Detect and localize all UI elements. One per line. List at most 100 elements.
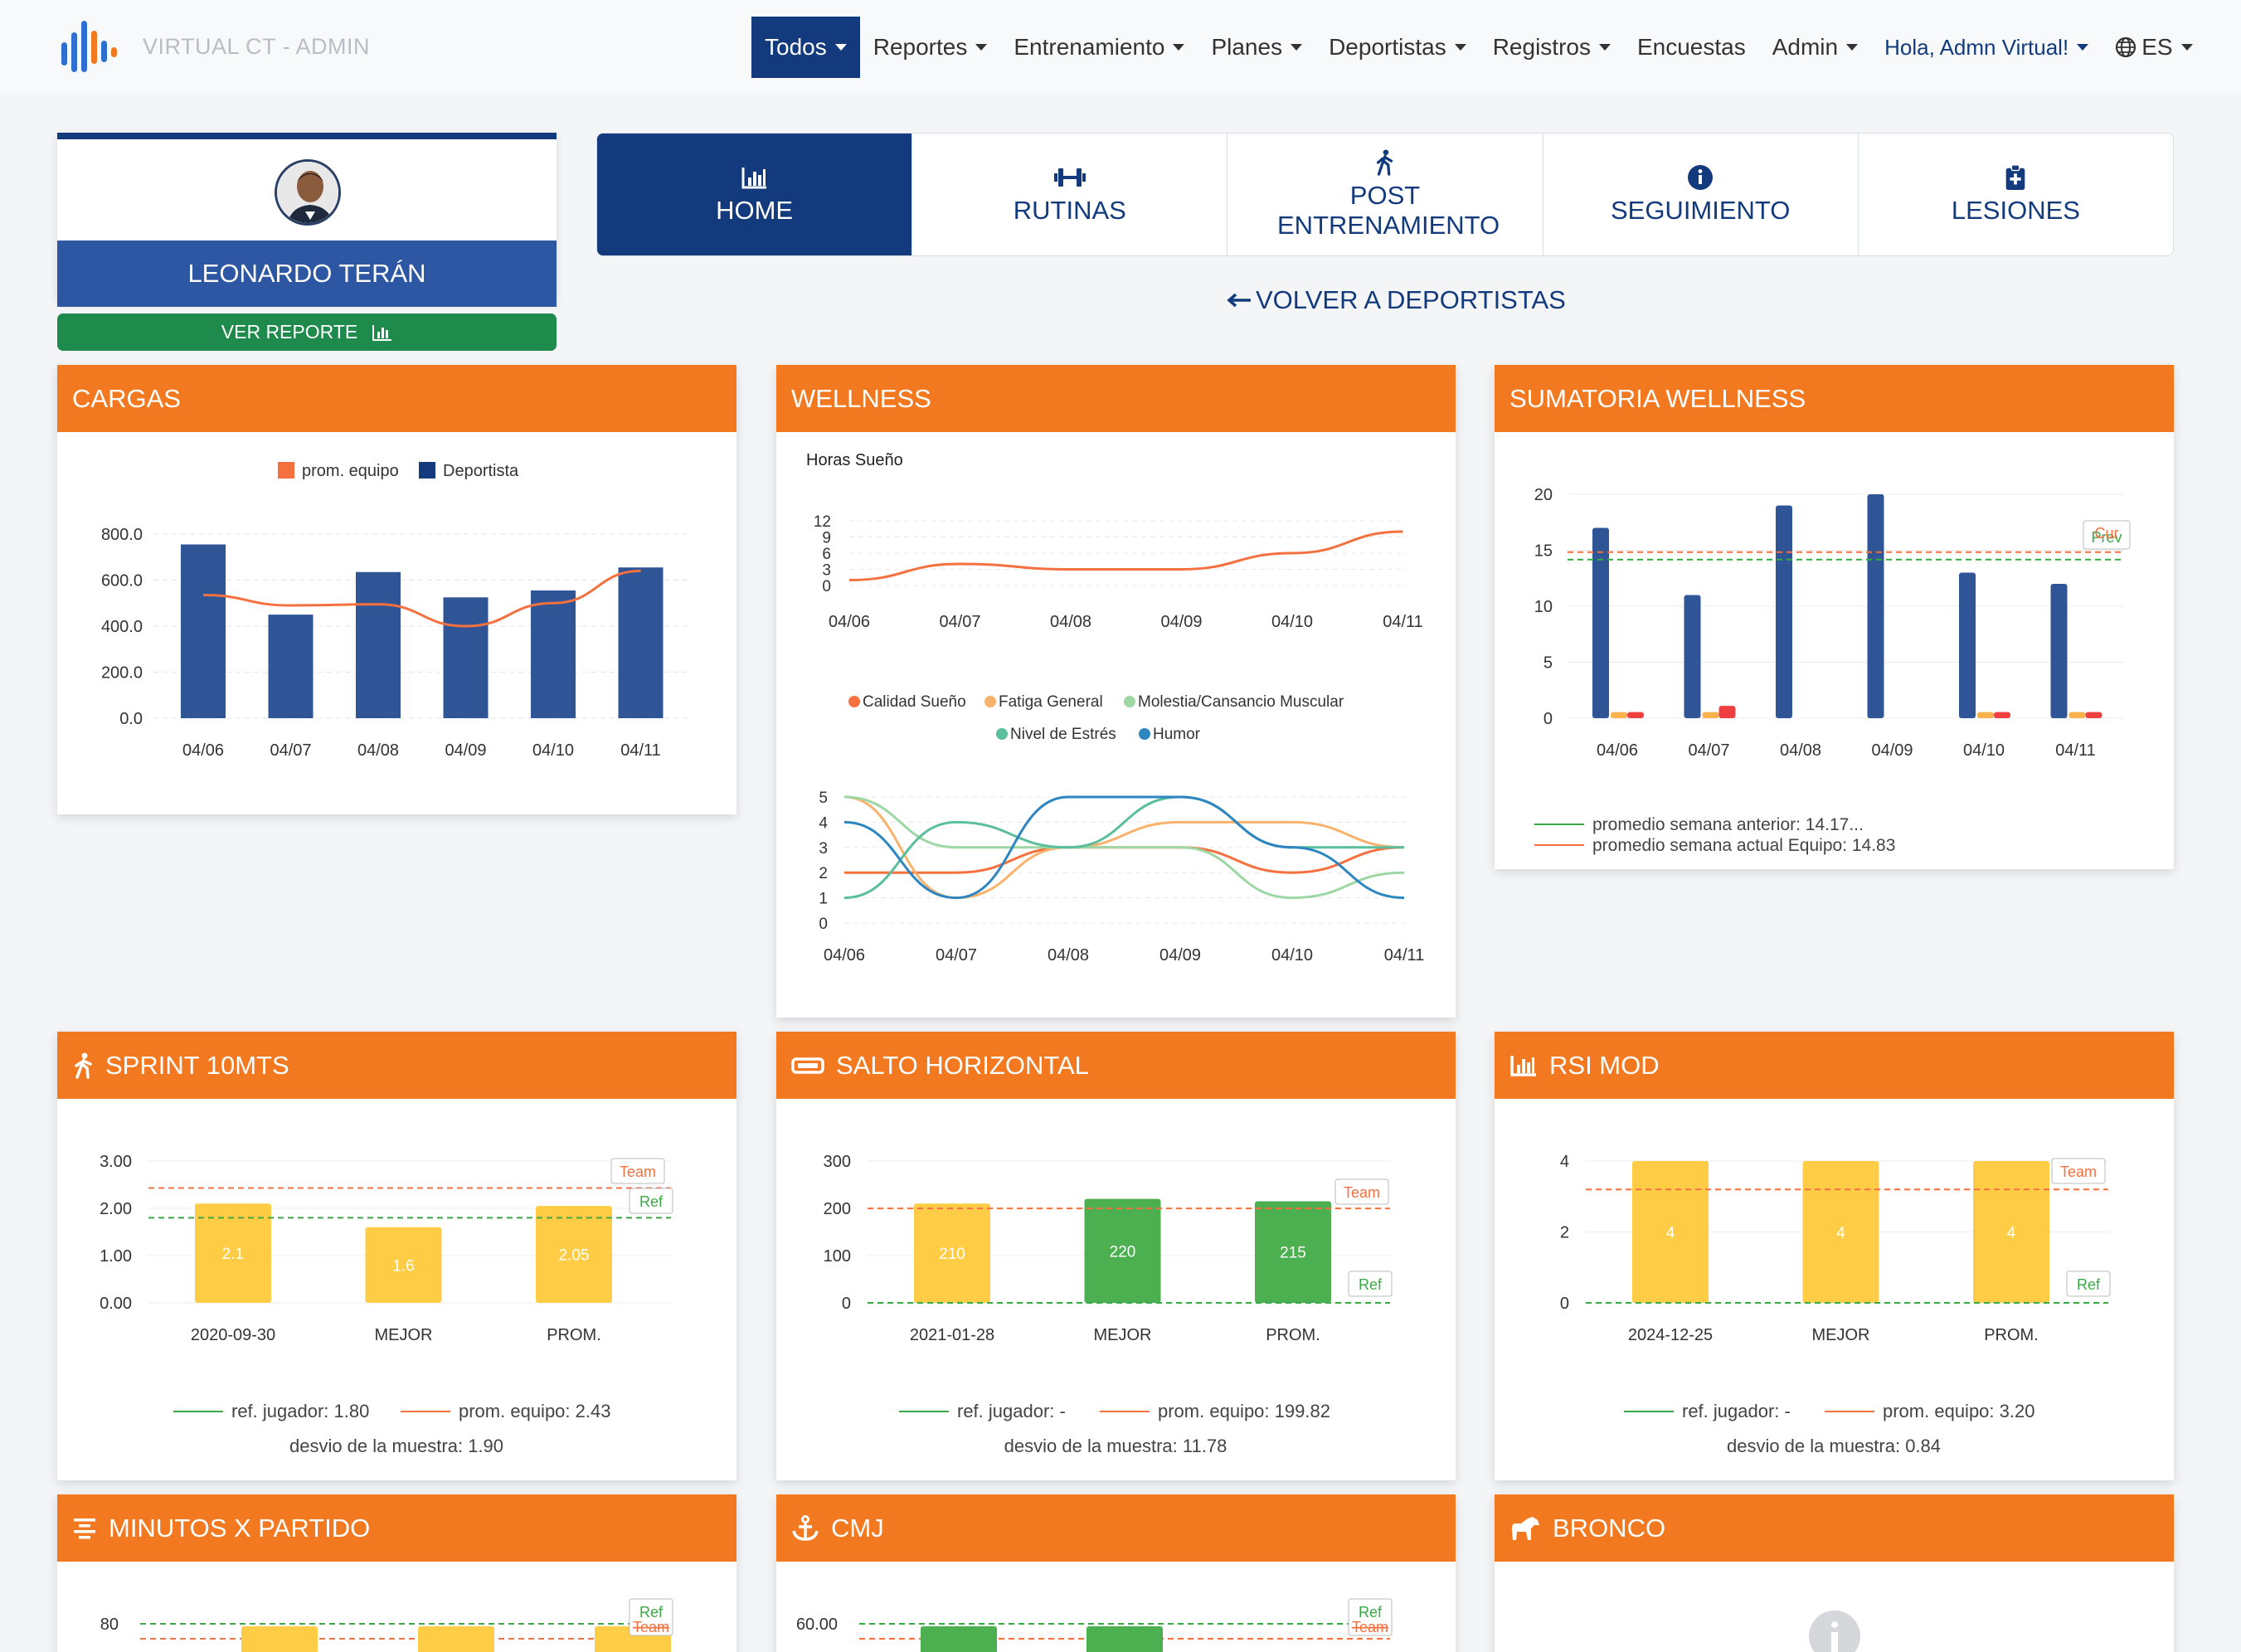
nav-item-label: Registros <box>1492 34 1591 60</box>
nav-item-hola-admn-virtual[interactable]: Hola, Admn Virtual! <box>1871 17 2102 78</box>
x-tick-label: 04/11 <box>1384 946 1425 964</box>
bar <box>914 1203 990 1303</box>
bar <box>1086 1626 1163 1652</box>
caret-down-icon <box>1454 44 1466 51</box>
nav-item-reportes[interactable]: Reportes <box>860 17 1001 78</box>
brand[interactable]: VIRTUAL CT - ADMIN <box>60 15 370 78</box>
card-header: BRONCO <box>1495 1494 2174 1562</box>
series-line <box>843 795 1405 900</box>
ref-tag: Ref <box>639 1193 664 1210</box>
legend-swatch <box>278 462 294 479</box>
bar <box>365 1227 442 1303</box>
nav-item-encuestas[interactable]: Encuestas <box>1624 17 1759 78</box>
wellness-card: WELLNESS Horas Sueño 0 3 6 9 12 04/06 04/07 04/0… <box>776 365 1456 1018</box>
avatar <box>275 159 341 226</box>
rsi-chart: 0 2 4 4 2024-12-25 4 MEJOR 4 PROM. Team Ref ref. ju… <box>1560 1153 2111 1456</box>
bar <box>1611 712 1627 718</box>
rsi-mod-card: RSI MOD 0 2 4 4 2024-12-25 4 MEJOR 4 PROM. Team Re… <box>1495 1032 2174 1480</box>
x-tick-label: 04/06 <box>824 946 865 964</box>
legend-swatch <box>848 696 860 707</box>
chart-bar-icon <box>1510 1055 1536 1076</box>
nav-item-admin[interactable]: Admin <box>1759 17 1871 78</box>
nav-item-deportistas[interactable]: Deportistas <box>1315 17 1480 78</box>
x-tick-label: PROM. <box>1266 1326 1320 1344</box>
cmj-card: CMJ 60.00 Ref Team <box>776 1494 1456 1652</box>
legend-label: prom. equipo <box>302 462 399 480</box>
caret-down-icon <box>834 44 847 51</box>
x-tick-label: 04/11 <box>1383 613 1423 631</box>
ruler-icon <box>791 1057 824 1074</box>
legend-label: Humor <box>1153 726 1201 743</box>
walking-icon <box>1376 148 1393 176</box>
bar-value-label: 4 <box>2007 1225 2016 1242</box>
tab-lesiones[interactable]: LESIONES <box>1859 134 2173 255</box>
bar <box>1255 1201 1331 1303</box>
ref-tag-box <box>2083 520 2131 550</box>
info-circle-icon <box>1688 164 1714 190</box>
nav-item-es[interactable]: ES <box>2102 17 2205 78</box>
sprint-card: SPRINT 10MTS 0.00 1.00 2.00 3.00 2.1 2020-09-… <box>57 1032 736 1480</box>
chart-bar-icon <box>741 167 766 188</box>
bar <box>1084 1198 1161 1303</box>
nav-item-planes[interactable]: Planes <box>1198 17 1315 78</box>
x-tick-label: 04/09 <box>1159 946 1201 964</box>
bar <box>2068 712 2086 718</box>
bar <box>268 615 314 718</box>
x-tick-label: MEJOR <box>1094 1326 1152 1344</box>
x-tick-label: MEJOR <box>375 1326 433 1344</box>
align-center-icon <box>74 1518 95 1538</box>
nav-item-entrenamiento[interactable]: Entrenamiento <box>1000 17 1198 78</box>
tab-home[interactable]: HOME <box>597 134 913 255</box>
y-tick-label: 100 <box>824 1247 851 1266</box>
ref-tag-box <box>1348 1271 1393 1297</box>
card-header: CMJ <box>776 1494 1456 1562</box>
ref-tag: Ref <box>2077 1276 2101 1293</box>
ref-tag: Ref <box>1359 1604 1383 1620</box>
x-tick-label: 2020-09-30 <box>191 1326 275 1344</box>
y-tick-label: 4 <box>819 814 828 832</box>
nav-item-label: Entrenamiento <box>1014 34 1165 60</box>
nav-item-todos[interactable]: Todos <box>751 17 860 78</box>
tab-rutinas[interactable]: RUTINAS <box>912 134 1228 255</box>
card-header: SALTO HORIZONTAL <box>776 1032 1456 1099</box>
nav-item-registros[interactable]: Registros <box>1480 17 1624 78</box>
team-tag: Team <box>620 1164 656 1180</box>
legend-swatch <box>1124 696 1135 707</box>
bar-value-label: 4 <box>1836 1225 1845 1242</box>
legend-label: promedio semana anterior: 14.17... <box>1592 815 1864 834</box>
tab-lesiones-label: LESIONES <box>1951 195 2080 225</box>
y-tick-label: 9 <box>822 530 831 547</box>
tab-seguimiento[interactable]: SEGUIMIENTO <box>1543 134 1859 255</box>
athlete-tabs: HOME RUTINAS POST ENTRENAMIENTO SEGUIMIE… <box>596 133 2174 256</box>
caret-down-icon <box>1173 44 1185 51</box>
x-tick-label: 04/10 <box>532 741 574 760</box>
caret-down-icon <box>1846 44 1859 51</box>
globe-icon <box>2116 36 2136 58</box>
view-report-button[interactable]: VER REPORTE <box>57 313 557 351</box>
x-tick-label: 04/08 <box>1048 946 1089 964</box>
caret-down-icon <box>1598 44 1611 51</box>
y-tick-label: 4 <box>1560 1153 1569 1171</box>
legend-desvio: desvio de la muestra: 11.78 <box>1004 1436 1227 1456</box>
series-line <box>844 846 1405 874</box>
nav-item-label: Hola, Admn Virtual! <box>1884 34 2069 60</box>
horse-icon <box>1511 1516 1539 1540</box>
x-tick-label: PROM. <box>1984 1326 2039 1344</box>
nav-item-label: ES <box>2141 34 2173 60</box>
card-title: MINUTOS X PARTIDO <box>109 1513 371 1543</box>
dumbbell-icon <box>1053 168 1086 187</box>
card-title: CARGAS <box>72 383 181 413</box>
card-header: RSI MOD <box>1495 1032 2174 1099</box>
tab-post-entrenamiento[interactable]: POST ENTRENAMIENTO <box>1227 134 1543 255</box>
x-tick-label: 04/10 <box>1271 946 1313 964</box>
y-tick-label: 2.00 <box>100 1200 132 1218</box>
card-title: BRONCO <box>1553 1513 1666 1543</box>
chart-subtitle: Horas Sueño <box>806 451 903 469</box>
back-to-athletes-link[interactable]: VOLVER A DEPORTISTAS <box>1226 285 1566 315</box>
y-tick-label: 1 <box>819 891 828 908</box>
legend-label: Molestia/Cansancio Muscular <box>1138 693 1344 711</box>
bar <box>1867 494 1884 718</box>
legend-swatch <box>996 728 1008 740</box>
